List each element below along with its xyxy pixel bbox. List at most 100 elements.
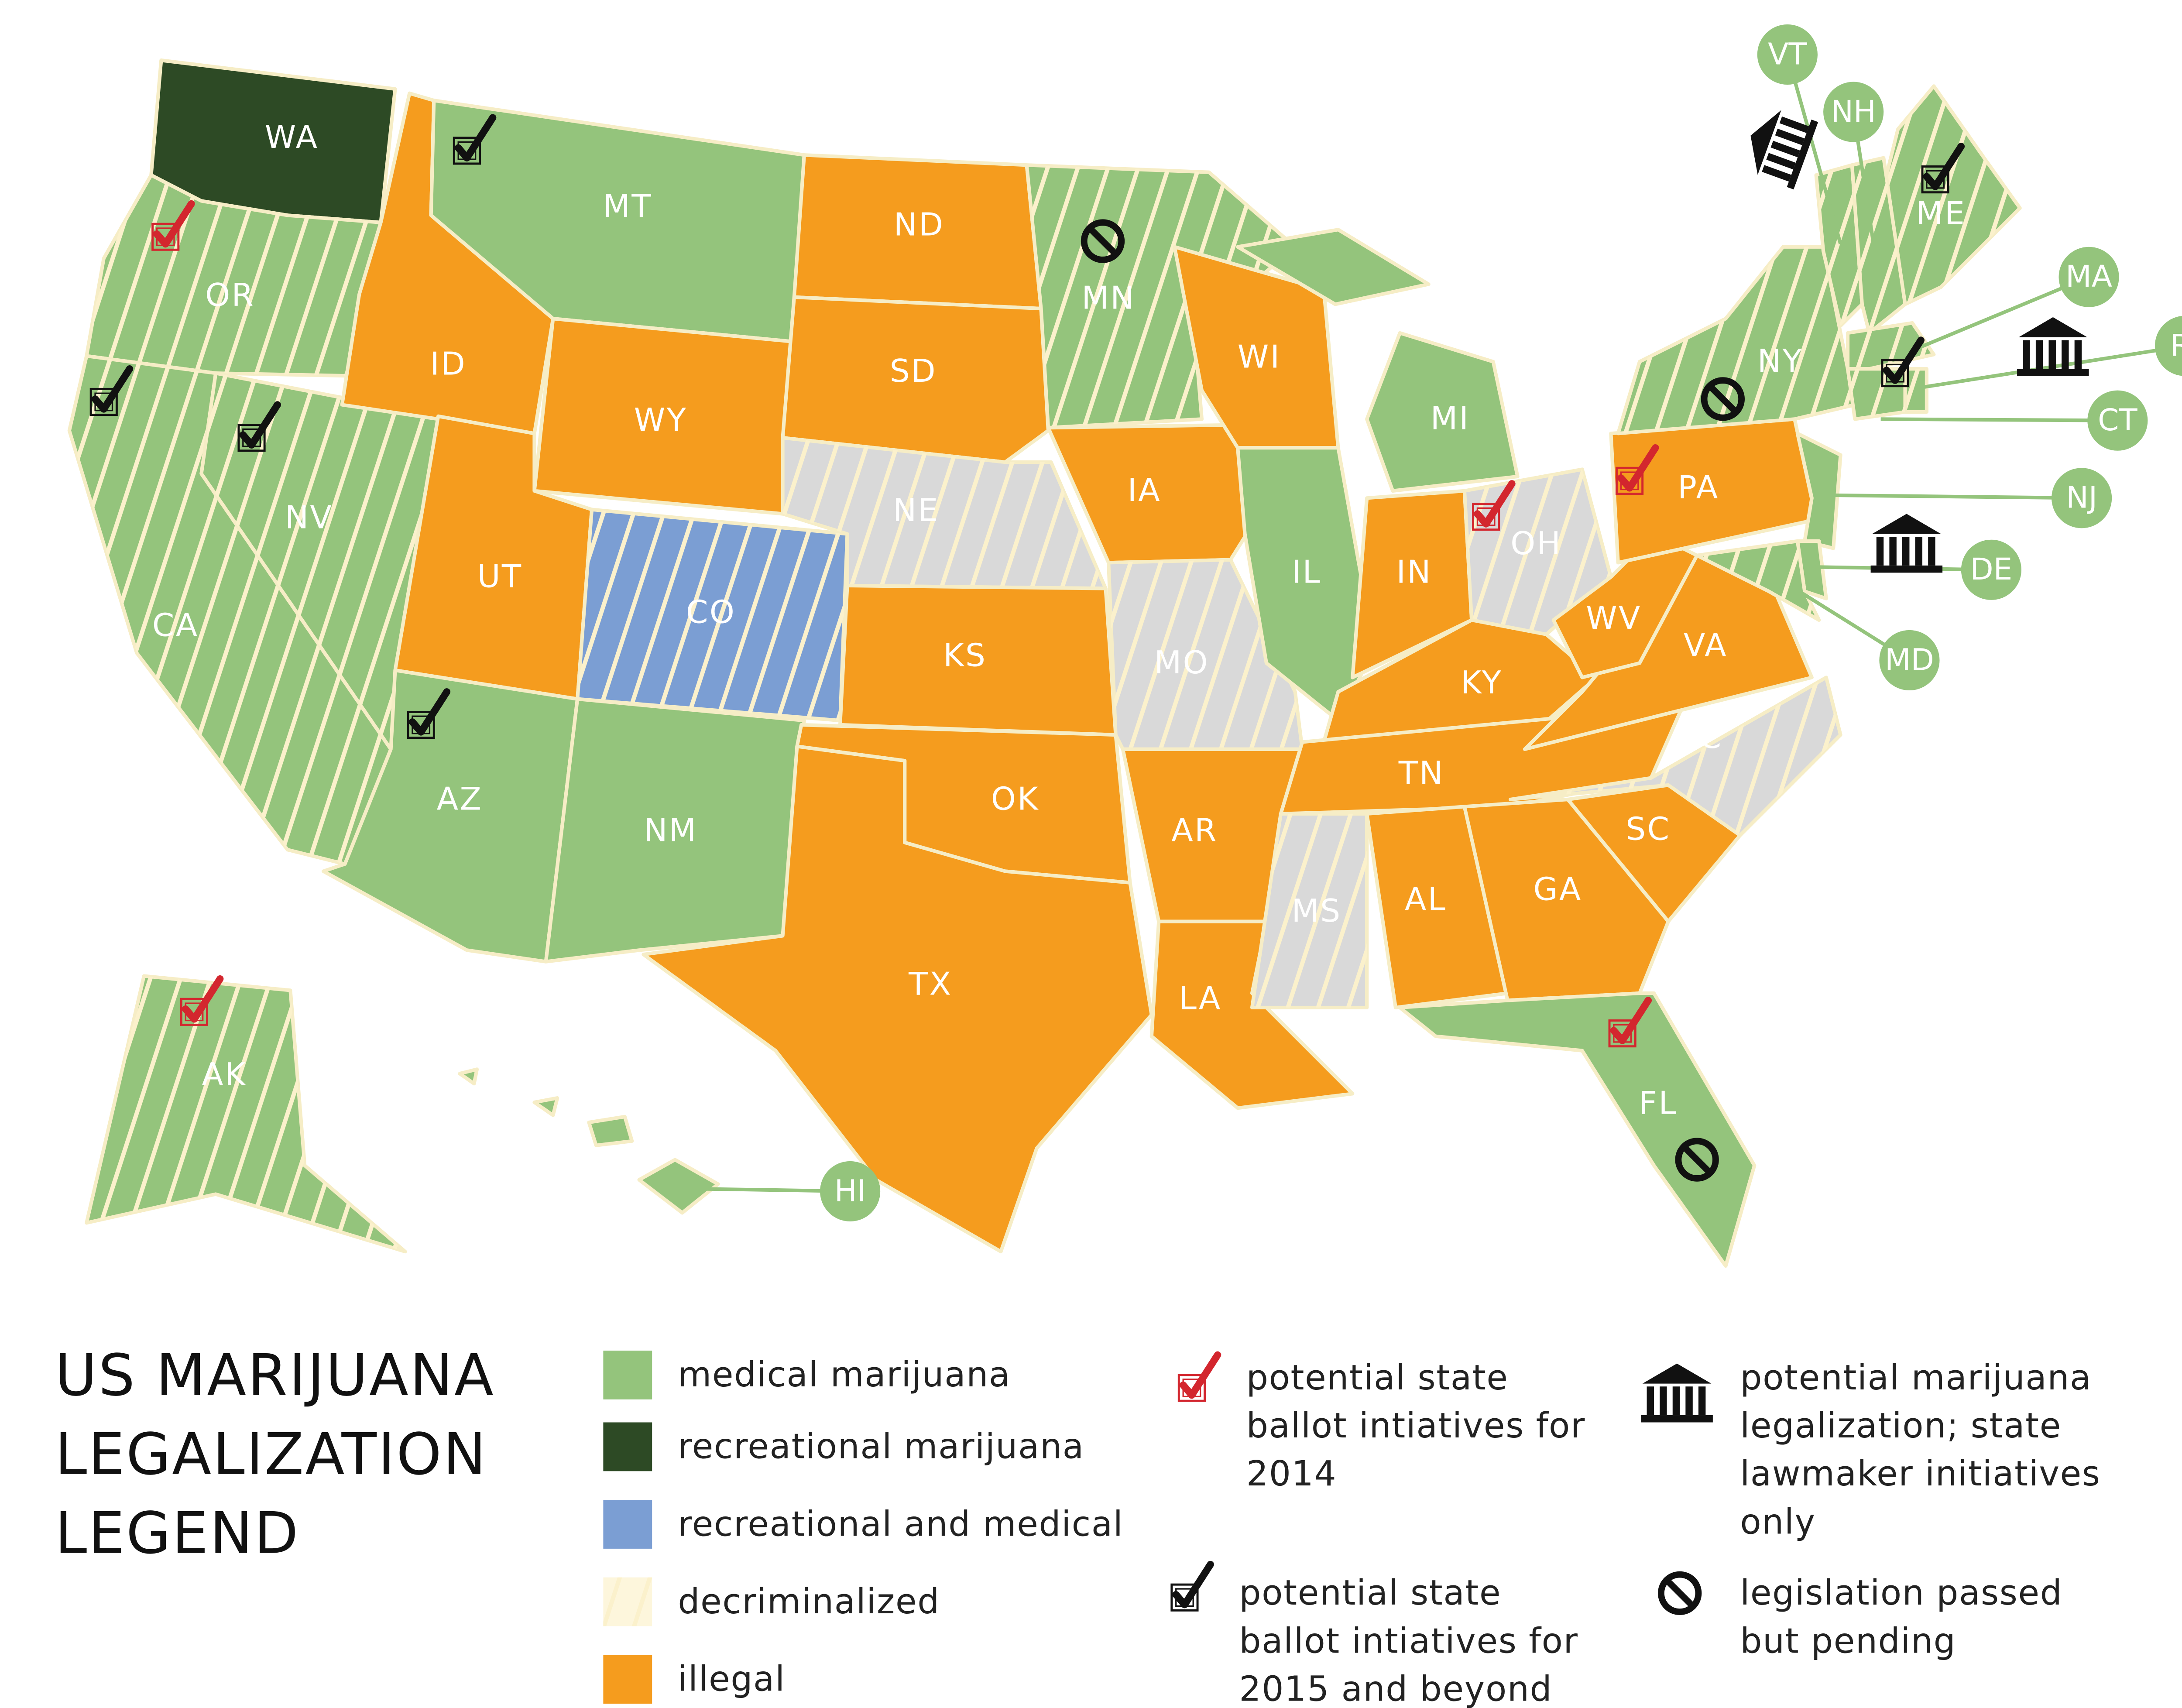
ban-icon	[1081, 219, 1125, 263]
state-label: OR	[205, 277, 255, 314]
ban-icon	[1658, 1571, 1702, 1615]
state-label: CA	[152, 607, 199, 644]
building-column	[1660, 1386, 1667, 1416]
state-label: NY	[1757, 343, 1803, 380]
building-base	[1641, 1415, 1713, 1423]
state-label: TN	[1398, 755, 1444, 792]
building-column	[1876, 537, 1884, 566]
building-icon	[1641, 1363, 1713, 1423]
legend-swatch	[603, 1500, 652, 1549]
decriminalized-hatch	[782, 438, 1106, 589]
callout-circle	[2087, 390, 2148, 451]
state-shape	[637, 1158, 720, 1215]
callout-line	[1908, 275, 2090, 353]
state-label: TX	[908, 966, 952, 1003]
callout-label: VT	[1768, 37, 1807, 72]
decriminalized-hatch	[69, 356, 391, 864]
ballot-box	[1177, 1374, 1206, 1402]
check-mark	[454, 114, 497, 162]
legend-icon-text: 2015 and beyond	[1239, 1669, 1552, 1708]
legend-label: recreational marijuana	[678, 1427, 1084, 1467]
legend-swatch	[603, 1655, 652, 1704]
state-label: MO	[1154, 645, 1209, 681]
building-roof	[1642, 1363, 1712, 1384]
state-label: ND	[894, 207, 944, 244]
building-roof	[2018, 317, 2088, 337]
building-column	[1928, 537, 1935, 566]
state-label: KY	[1461, 665, 1503, 701]
legend-label: recreational and medical	[678, 1504, 1123, 1544]
decriminalized-hatch	[201, 373, 439, 749]
legend-label: decriminalized	[678, 1581, 940, 1622]
state-label: CO	[686, 594, 736, 631]
check-mark	[1883, 336, 1925, 384]
ballot-box	[407, 710, 435, 739]
building-base	[2017, 369, 2089, 376]
building-column	[1779, 116, 1809, 133]
state-label: ID	[430, 346, 467, 383]
check-mark	[239, 401, 281, 449]
state-label: PA	[1678, 470, 1719, 506]
legend-icon-text: 2014	[1246, 1454, 1337, 1494]
legend-icon-text: but pending	[1740, 1621, 1956, 1661]
state-label: KS	[943, 637, 987, 674]
building-column	[1770, 141, 1800, 158]
callout-circle	[1961, 539, 2021, 600]
state-label: MN	[1082, 280, 1136, 316]
state-label: AR	[1171, 813, 1218, 849]
building-column	[2074, 340, 2082, 369]
legend-title: US MARIJUANA	[55, 1342, 495, 1409]
building-icon	[1750, 110, 1818, 190]
building-roof	[1872, 514, 1941, 534]
check-mark	[1923, 143, 1965, 190]
check-mark	[1610, 997, 1652, 1044]
callout-label: MA	[2065, 259, 2112, 294]
state-shape	[642, 744, 1153, 1254]
callout-label: RI	[2170, 328, 2182, 363]
legend-icon-text: legalization; state	[1740, 1406, 2062, 1446]
state-shape	[1462, 797, 1670, 1002]
callout-line	[1826, 493, 2082, 500]
check-mark	[1474, 480, 1516, 528]
state-label: ME	[1916, 195, 1966, 232]
building-base	[1870, 565, 1943, 573]
check-mark	[1617, 444, 1659, 492]
callout-label: NH	[1831, 94, 1876, 129]
building-column	[1775, 128, 1805, 145]
state-label: MI	[1431, 401, 1470, 437]
state-label: FL	[1639, 1085, 1678, 1122]
ballot-box	[1170, 1583, 1199, 1612]
state-label: NE	[893, 492, 939, 529]
legend-icon-text: potential marijuana	[1740, 1358, 2092, 1398]
state-shape	[587, 1115, 634, 1147]
ban-slash	[1088, 226, 1118, 257]
callout-circle	[2155, 316, 2182, 376]
building-column	[1762, 165, 1791, 182]
legend-swatch	[603, 1351, 652, 1399]
state-shape	[532, 1096, 559, 1117]
check-mark	[153, 200, 195, 248]
check-mark	[1172, 1561, 1214, 1609]
legend-label: medical marijuana	[678, 1355, 1011, 1395]
legend-swatch-hatch	[603, 1577, 652, 1626]
check-mark	[182, 975, 224, 1023]
decriminalized-hatch	[1697, 541, 1819, 620]
decriminalized-hatch	[1884, 86, 2020, 305]
state-label: NC	[1674, 719, 1722, 756]
state-label: MS	[1292, 893, 1342, 929]
state-label: WV	[1586, 600, 1642, 637]
ballot-box	[151, 223, 180, 251]
ballot-box	[1881, 359, 1909, 388]
callout-line	[1880, 417, 2118, 422]
decriminalized-hatch	[1905, 369, 1927, 412]
state-label: IN	[1396, 554, 1432, 591]
check-mark	[408, 688, 451, 736]
ballot-box	[1608, 1019, 1636, 1048]
state-label: WA	[265, 119, 319, 156]
legend-title: LEGEND	[55, 1500, 300, 1567]
building-roof	[1750, 110, 1781, 175]
building-column	[1647, 1386, 1654, 1416]
legend-icon-text: potential state	[1246, 1358, 1509, 1398]
